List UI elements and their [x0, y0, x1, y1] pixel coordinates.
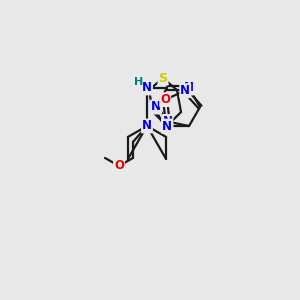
Text: N: N [184, 81, 194, 94]
Text: O: O [160, 93, 170, 106]
Text: N: N [162, 120, 172, 133]
Text: O: O [114, 159, 124, 172]
Text: N: N [162, 120, 172, 133]
Text: H: H [134, 77, 144, 87]
Text: S: S [158, 72, 167, 85]
Text: N: N [163, 115, 172, 128]
Text: N: N [142, 119, 152, 132]
Text: N: N [142, 81, 152, 94]
Text: N: N [180, 84, 190, 97]
Text: N: N [151, 100, 161, 113]
